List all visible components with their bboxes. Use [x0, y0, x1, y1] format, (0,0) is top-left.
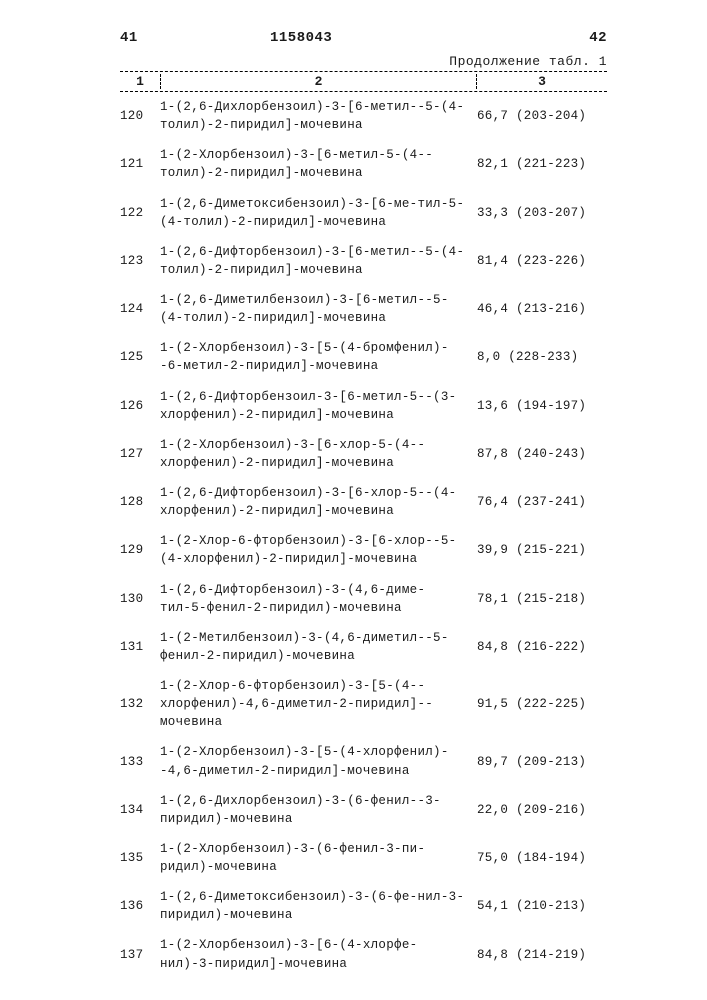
- row-number: 123: [120, 254, 160, 268]
- table-continuation-label: Продолжение табл. 1: [120, 54, 607, 69]
- compound-value: 39,9 (215-221): [477, 543, 607, 557]
- compound-name: 1-(2-Хлорбензоил)-3-[5-(4-бромфенил)--6-…: [160, 339, 477, 375]
- compound-value: 8,0 (228-233): [477, 350, 607, 364]
- table-row: 1221-(2,6-Диметоксибензоил)-3-[6-ме-тил-…: [120, 195, 607, 231]
- compound-value: 22,0 (209-216): [477, 803, 607, 817]
- compound-value: 66,7 (203-204): [477, 109, 607, 123]
- compound-value: 13,6 (194-197): [477, 399, 607, 413]
- compound-value: 54,1 (210-213): [477, 899, 607, 913]
- row-number: 134: [120, 803, 160, 817]
- row-number: 122: [120, 206, 160, 220]
- compound-name: 1-(2-Хлорбензоил)-3-[6-(4-хлорфе-нил)-3-…: [160, 936, 477, 972]
- page-header: 41 1158043 42: [120, 30, 607, 46]
- page-number-left: 41: [120, 30, 210, 46]
- compound-value: 82,1 (221-223): [477, 157, 607, 171]
- compound-value: 89,7 (209-213): [477, 755, 607, 769]
- table-row: 1261-(2,6-Дифторбензоил-3-[6-метил-5--(3…: [120, 388, 607, 424]
- compound-name: 1-(2,6-Диметоксибензоил)-3-(6-фе-нил-3-п…: [160, 888, 477, 924]
- table-row: 1201-(2,6-Дихлорбензоил)-3-[6-метил--5-(…: [120, 98, 607, 134]
- row-number: 132: [120, 697, 160, 711]
- compound-value: 84,8 (216-222): [477, 640, 607, 654]
- table-body: 1201-(2,6-Дихлорбензоил)-3-[6-метил--5-(…: [120, 98, 607, 973]
- row-number: 130: [120, 592, 160, 606]
- table-row: 1231-(2,6-Дифторбензоил)-3-[6-метил--5-(…: [120, 243, 607, 279]
- row-number: 133: [120, 755, 160, 769]
- row-number: 131: [120, 640, 160, 654]
- table-row: 1281-(2,6-Дифторбензоил)-3-[6-хлор-5--(4…: [120, 484, 607, 520]
- column-header-2: 2: [161, 74, 477, 89]
- compound-name: 1-(2,6-Дихлорбензоил)-3-(6-фенил--3-пири…: [160, 792, 477, 828]
- table-row: 1211-(2-Хлорбензоил)-3-[6-метил-5-(4--то…: [120, 146, 607, 182]
- column-header-1: 1: [120, 74, 161, 89]
- table-row: 1271-(2-Хлорбензоил)-3-[6-хлор-5-(4--хло…: [120, 436, 607, 472]
- compound-name: 1-(2-Хлорбензоил)-3-(6-фенил-3-пи-ридил)…: [160, 840, 477, 876]
- document-page: 41 1158043 42 Продолжение табл. 1 1 2 3 …: [0, 0, 707, 1000]
- compound-name: 1-(2-Хлор-6-фторбензоил)-3-[5-(4--хлорфе…: [160, 677, 477, 731]
- row-number: 136: [120, 899, 160, 913]
- row-number: 125: [120, 350, 160, 364]
- compound-value: 87,8 (240-243): [477, 447, 607, 461]
- compound-value: 75,0 (184-194): [477, 851, 607, 865]
- compound-name: 1-(2,6-Дифторбензоил-3-[6-метил-5--(3-хл…: [160, 388, 477, 424]
- compound-name: 1-(2,6-Диметилбензоил)-3-[6-метил--5-(4-…: [160, 291, 477, 327]
- compound-name: 1-(2-Хлорбензоил)-3-[6-метил-5-(4--толил…: [160, 146, 477, 182]
- row-number: 128: [120, 495, 160, 509]
- table-row: 1351-(2-Хлорбензоил)-3-(6-фенил-3-пи-рид…: [120, 840, 607, 876]
- row-number: 127: [120, 447, 160, 461]
- column-header-3: 3: [477, 74, 607, 89]
- table-row: 1321-(2-Хлор-6-фторбензоил)-3-[5-(4--хло…: [120, 677, 607, 731]
- row-number: 124: [120, 302, 160, 316]
- row-number: 120: [120, 109, 160, 123]
- column-header-row: 1 2 3: [120, 71, 607, 92]
- row-number: 135: [120, 851, 160, 865]
- compound-name: 1-(2,6-Дихлорбензоил)-3-[6-метил--5-(4-т…: [160, 98, 477, 134]
- table-row: 1241-(2,6-Диметилбензоил)-3-[6-метил--5-…: [120, 291, 607, 327]
- compound-value: 76,4 (237-241): [477, 495, 607, 509]
- compound-name: 1-(2,6-Диметоксибензоил)-3-[6-ме-тил-5-(…: [160, 195, 477, 231]
- compound-value: 84,8 (214-219): [477, 948, 607, 962]
- document-number: 1158043: [210, 30, 547, 46]
- row-number: 137: [120, 948, 160, 962]
- table-row: 1371-(2-Хлорбензоил)-3-[6-(4-хлорфе-нил)…: [120, 936, 607, 972]
- table-row: 1311-(2-Метилбензоил)-3-(4,6-диметил--5-…: [120, 629, 607, 665]
- compound-name: 1-(2-Хлор-6-фторбензоил)-3-[6-хлор--5-(4…: [160, 532, 477, 568]
- compound-value: 33,3 (203-207): [477, 206, 607, 220]
- page-number-right: 42: [547, 30, 607, 46]
- table-row: 1341-(2,6-Дихлорбензоил)-3-(6-фенил--3-п…: [120, 792, 607, 828]
- compound-value: 78,1 (215-218): [477, 592, 607, 606]
- table-row: 1291-(2-Хлор-6-фторбензоил)-3-[6-хлор--5…: [120, 532, 607, 568]
- row-number: 121: [120, 157, 160, 171]
- compound-name: 1-(2-Хлорбензоил)-3-[6-хлор-5-(4--хлорфе…: [160, 436, 477, 472]
- table-row: 1251-(2-Хлорбензоил)-3-[5-(4-бромфенил)-…: [120, 339, 607, 375]
- compound-name: 1-(2,6-Дифторбензоил)-3-[6-хлор-5--(4-хл…: [160, 484, 477, 520]
- compound-value: 81,4 (223-226): [477, 254, 607, 268]
- row-number: 126: [120, 399, 160, 413]
- compound-value: 91,5 (222-225): [477, 697, 607, 711]
- compound-name: 1-(2,6-Дифторбензоил)-3-[6-метил--5-(4-т…: [160, 243, 477, 279]
- row-number: 129: [120, 543, 160, 557]
- compound-value: 46,4 (213-216): [477, 302, 607, 316]
- compound-name: 1-(2-Метилбензоил)-3-(4,6-диметил--5-фен…: [160, 629, 477, 665]
- table-row: 1361-(2,6-Диметоксибензоил)-3-(6-фе-нил-…: [120, 888, 607, 924]
- table-row: 1331-(2-Хлорбензоил)-3-[5-(4-хлорфенил)-…: [120, 743, 607, 779]
- table-row: 1301-(2,6-Дифторбензоил)-3-(4,6-диме-тил…: [120, 581, 607, 617]
- compound-name: 1-(2,6-Дифторбензоил)-3-(4,6-диме-тил-5-…: [160, 581, 477, 617]
- compound-name: 1-(2-Хлорбензоил)-3-[5-(4-хлорфенил)--4,…: [160, 743, 477, 779]
